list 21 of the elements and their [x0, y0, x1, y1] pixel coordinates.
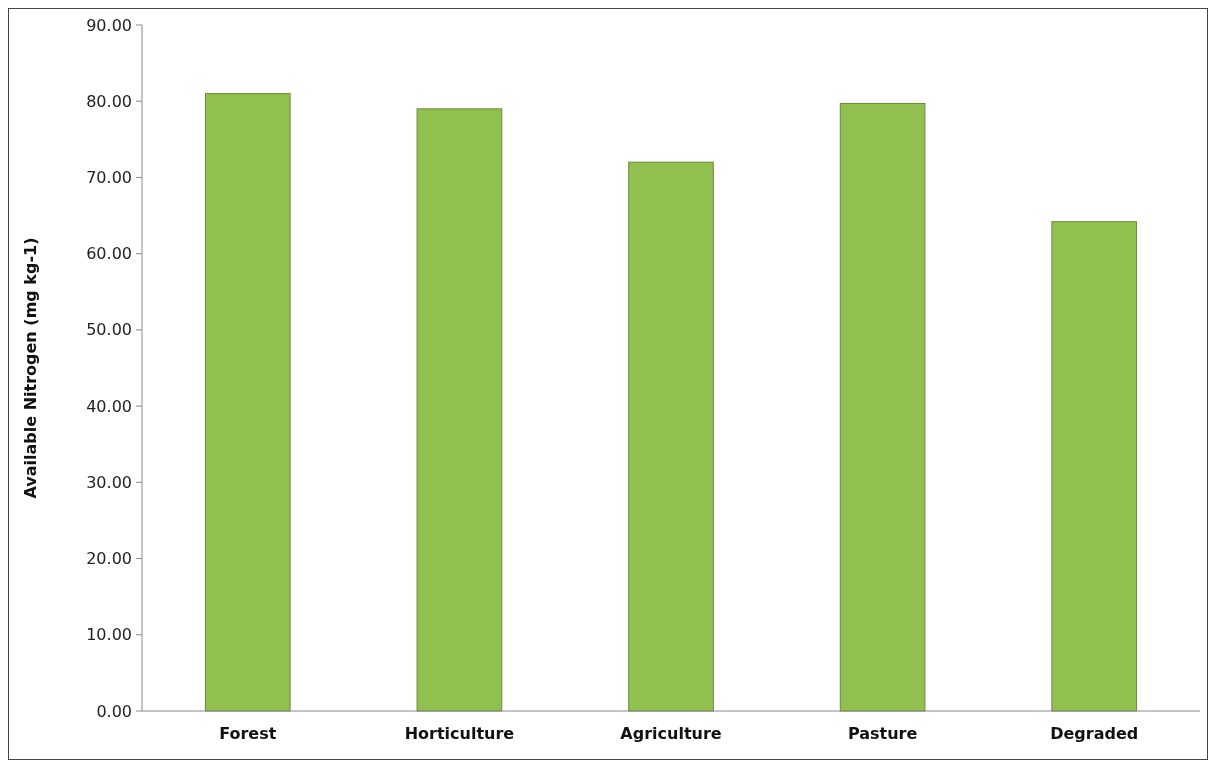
x-tick-label: Degraded: [1050, 724, 1139, 743]
y-tick-label: 50.00: [86, 320, 132, 340]
x-tick-label: Forest: [219, 724, 277, 743]
y-tick-label: 20.00: [86, 549, 132, 569]
bar: [839, 103, 926, 712]
bar: [416, 108, 503, 712]
y-axis-title: Available Nitrogen (mg kg-1): [21, 237, 40, 499]
bar: [1051, 221, 1138, 712]
x-tick-label: Horticulture: [404, 724, 515, 743]
x-tick-label: Pasture: [847, 724, 918, 743]
bar: [628, 161, 714, 712]
bar: [204, 93, 291, 712]
y-tick-label: 10.00: [86, 625, 132, 645]
y-tick-label: 80.00: [86, 91, 132, 111]
y-tick-label: 30.00: [86, 472, 132, 492]
y-tick-label: 70.00: [86, 168, 132, 188]
y-tick-label: 60.00: [86, 244, 132, 264]
x-tick-label: Agriculture: [620, 724, 722, 743]
y-tick-label: 40.00: [86, 396, 132, 416]
y-tick-label: 90.00: [86, 15, 132, 35]
y-tick-label: 0.00: [96, 701, 132, 721]
